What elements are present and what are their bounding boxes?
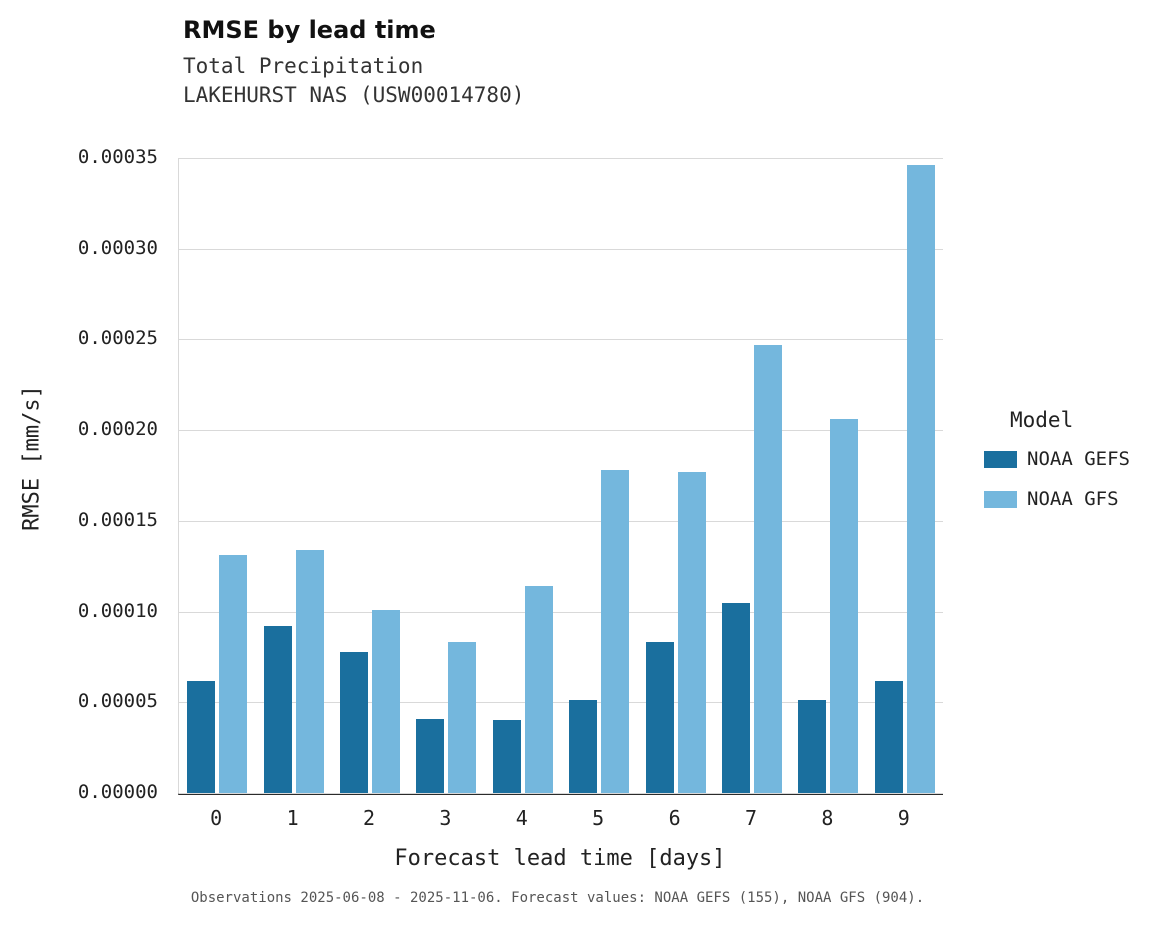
- chart-subtitle-variable: Total Precipitation: [183, 54, 424, 78]
- bar-noaa-gefs-day-8: [798, 700, 827, 793]
- bar-noaa-gefs-day-5: [569, 700, 598, 793]
- gridline: [179, 158, 943, 159]
- bar-noaa-gfs-day-2: [372, 609, 400, 793]
- legend-item: NOAA GEFS: [984, 448, 1130, 470]
- bar-noaa-gfs-day-3: [448, 642, 477, 793]
- bar-noaa-gfs-day-6: [677, 471, 706, 793]
- bar-noaa-gefs-day-6: [645, 642, 674, 793]
- bar-noaa-gfs-day-8: [830, 419, 859, 793]
- gridline: [179, 520, 943, 522]
- legend-items: NOAA GEFS NOAA GFS: [984, 448, 1130, 510]
- x-tick-label: 1: [286, 806, 299, 830]
- legend-label: NOAA GFS: [1027, 488, 1119, 510]
- bar-noaa-gefs-day-0: [187, 680, 216, 793]
- bar-noaa-gfs-day-5: [601, 470, 630, 793]
- y-tick-label: 0.00020: [77, 418, 158, 441]
- gridline: [179, 339, 943, 341]
- bar-noaa-gfs-day-9: [906, 165, 935, 793]
- legend: Model NOAA GEFS NOAA GFS: [984, 408, 1130, 528]
- gridline: [179, 611, 943, 613]
- y-tick-label: 0.00030: [77, 236, 158, 259]
- gridline: [179, 793, 943, 794]
- bar-noaa-gefs-day-7: [722, 602, 750, 793]
- x-tick-label: 4: [515, 806, 528, 830]
- x-tick-label: 6: [668, 806, 681, 830]
- x-tick-label: 3: [439, 806, 452, 830]
- legend-swatch: [984, 450, 1017, 468]
- x-tick-label: 7: [744, 806, 758, 830]
- x-axis-label: Forecast lead time [days]: [394, 846, 726, 871]
- caption: Observations 2025-06-08 - 2025-11-06. Fo…: [190, 890, 925, 906]
- chart-subtitle-station: LAKEHURST NAS (USW00014780): [183, 83, 525, 107]
- legend-label: NOAA GEFS: [1027, 448, 1130, 470]
- bar-noaa-gefs-day-1: [263, 626, 292, 793]
- x-tick-label: 8: [821, 806, 834, 830]
- bar-noaa-gefs-day-3: [416, 718, 445, 793]
- x-tick-label: 9: [897, 806, 910, 830]
- gridline: [179, 248, 943, 250]
- y-tick-label: 0.00015: [77, 508, 158, 531]
- y-tick-label: 0.00035: [77, 146, 158, 168]
- y-tick-label: 0.00005: [77, 690, 158, 713]
- x-tick-label: 2: [362, 806, 376, 830]
- bar-noaa-gefs-day-9: [874, 680, 903, 793]
- bar-noaa-gfs-day-1: [295, 549, 324, 793]
- bar-noaa-gfs-day-4: [524, 586, 553, 793]
- legend-swatch: [984, 490, 1017, 508]
- y-tick-label: 0.00010: [77, 599, 158, 622]
- bar-noaa-gfs-day-0: [219, 555, 248, 793]
- y-tick-label: 0.00000: [77, 781, 158, 803]
- title-block: RMSE by lead time Total Precipitation LA…: [183, 16, 524, 110]
- legend-item: NOAA GFS: [984, 488, 1130, 510]
- y-tick-label: 0.00025: [77, 327, 158, 350]
- x-tick-label: 5: [592, 806, 605, 830]
- gridline: [179, 702, 943, 704]
- gridline: [179, 430, 943, 432]
- bar-noaa-gefs-day-2: [340, 651, 368, 793]
- x-tick-label: 0: [210, 806, 223, 830]
- legend-title: Model: [1010, 408, 1074, 432]
- bar-noaa-gfs-day-7: [754, 344, 782, 793]
- chart-title: RMSE by lead time: [183, 16, 436, 44]
- plot-area: [178, 158, 943, 795]
- bar-noaa-gefs-day-4: [492, 720, 521, 793]
